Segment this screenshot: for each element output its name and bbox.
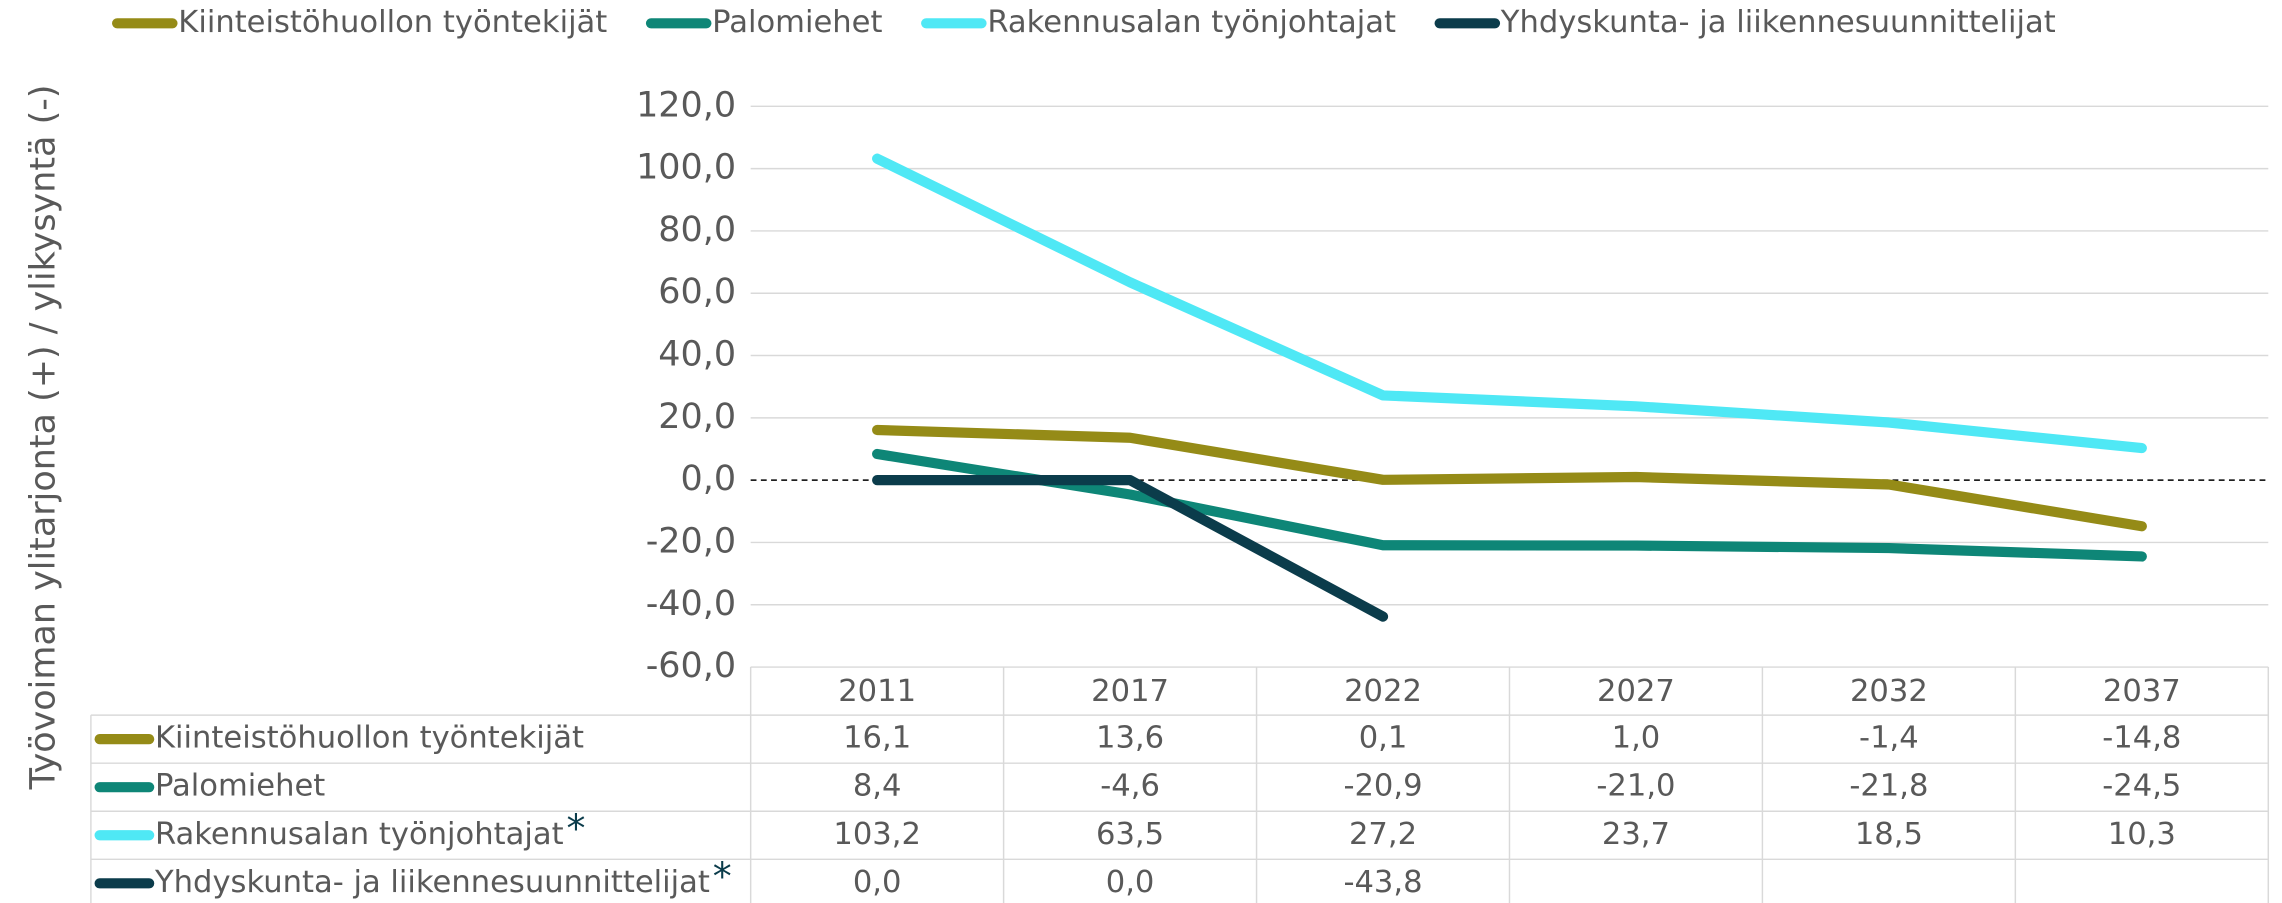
- legend-label: Yhdyskunta- ja liikennesuunnittelijat: [1500, 5, 2056, 40]
- table-note-mark: *: [567, 806, 586, 850]
- table-value: 13,6: [1096, 721, 1164, 756]
- x-tick-label: 2011: [838, 674, 916, 709]
- table-value: 10,3: [2108, 817, 2176, 852]
- y-tick-label: 100,0: [636, 148, 736, 188]
- legend-item: Kiinteistöhuollon työntekijät: [112, 5, 607, 40]
- table-row-label: Kiinteistöhuollon työntekijät: [155, 721, 584, 756]
- x-tick-label: 2017: [1091, 674, 1169, 709]
- table-row-label: Rakennusalan työnjohtajat: [155, 817, 564, 852]
- y-axis-label: Työvoiman ylitarjonta (+) / ylikysyntä (…: [23, 85, 63, 791]
- table-value: 0,1: [1359, 721, 1408, 756]
- x-tick-label: 2037: [2103, 674, 2181, 709]
- table-value: -24,5: [2102, 769, 2181, 804]
- legend-item: Palomiehet: [645, 5, 882, 40]
- table-value: -21,0: [1596, 769, 1675, 804]
- table-value: 18,5: [1855, 817, 1923, 852]
- y-tick-label: 120,0: [636, 85, 736, 125]
- series-line: [872, 153, 2147, 454]
- table-value: 23,7: [1602, 817, 1670, 852]
- table-value: 103,2: [833, 817, 921, 852]
- table-value: 16,1: [843, 721, 911, 756]
- table-value: 27,2: [1349, 817, 1417, 852]
- table-value: 8,4: [853, 769, 902, 804]
- table-row-label: Yhdyskunta- ja liikennesuunnittelijat: [154, 865, 710, 900]
- table-value: 0,0: [853, 865, 902, 900]
- table-value: -1,4: [1859, 721, 1919, 756]
- y-tick-label: 20,0: [658, 397, 736, 437]
- y-tick-label: -20,0: [646, 521, 736, 561]
- legend-label: Kiinteistöhuollon työntekijät: [178, 5, 607, 40]
- series-line: [872, 424, 2147, 532]
- y-tick-label: 80,0: [658, 210, 736, 250]
- series-line: [872, 475, 1389, 622]
- y-tick-label: -60,0: [646, 646, 736, 686]
- y-tick-label: 0,0: [681, 459, 737, 499]
- y-tick-label: -40,0: [646, 584, 736, 624]
- table-value: -43,8: [1343, 865, 1422, 900]
- legend-label: Rakennusalan työnjohtajat: [987, 5, 1396, 40]
- legend-item: Yhdyskunta- ja liikennesuunnittelijat: [1434, 5, 2056, 40]
- table-row-label: Palomiehet: [155, 769, 325, 804]
- y-tick-label: 60,0: [658, 272, 736, 312]
- table-note-mark: *: [713, 854, 732, 898]
- table-value: -20,9: [1343, 769, 1422, 804]
- table-value: -4,6: [1100, 769, 1160, 804]
- table-value: 0,0: [1106, 865, 1155, 900]
- x-tick-label: 2032: [1850, 674, 1928, 709]
- table-value: -21,8: [1849, 769, 1928, 804]
- y-tick-label: 40,0: [658, 335, 736, 375]
- x-tick-label: 2022: [1344, 674, 1422, 709]
- series-line: [872, 448, 2147, 562]
- table-value: 1,0: [1612, 721, 1661, 756]
- table-value: 63,5: [1096, 817, 1164, 852]
- table-value: -14,8: [2102, 721, 2181, 756]
- legend-item: Rakennusalan työnjohtajat: [921, 5, 1396, 40]
- x-tick-label: 2027: [1597, 674, 1675, 709]
- legend-label: Palomiehet: [712, 5, 882, 40]
